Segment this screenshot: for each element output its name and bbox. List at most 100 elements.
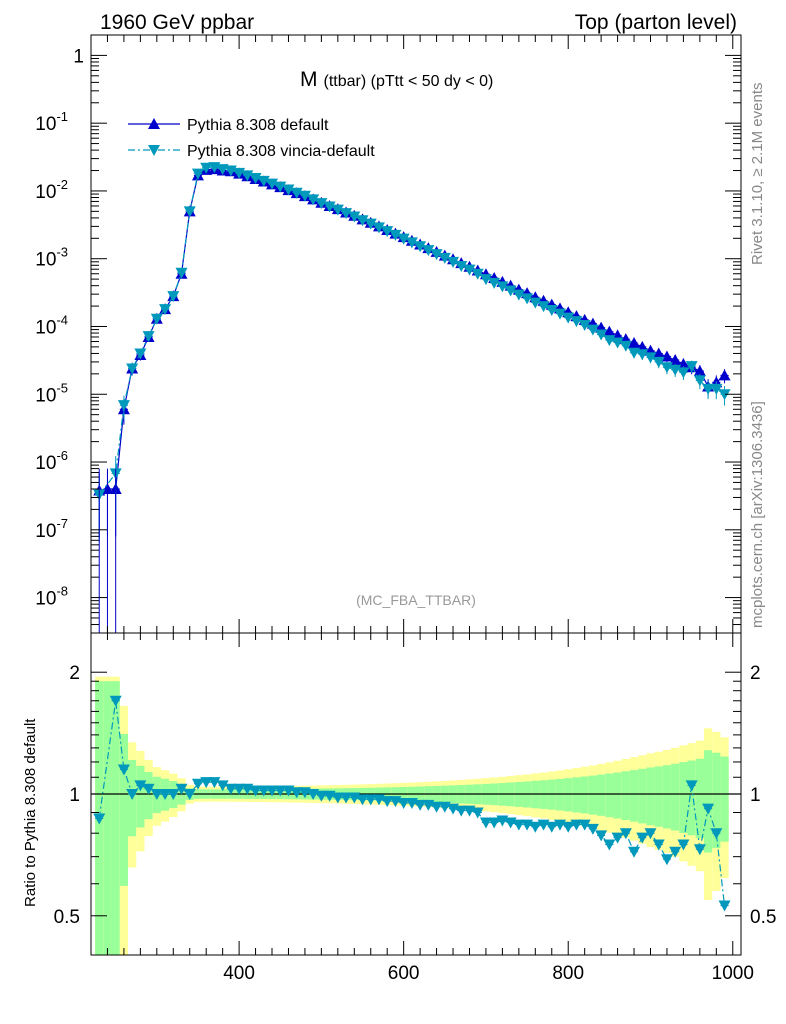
vincia-point [191, 168, 204, 180]
vincia-point [636, 349, 649, 361]
default-point [693, 365, 706, 377]
vincia-point [430, 249, 443, 261]
band-inner [119, 733, 129, 886]
default-point [652, 347, 665, 359]
ratio-vincia-point [117, 764, 130, 776]
band-inner [695, 758, 704, 839]
default-point [718, 369, 731, 381]
ratio-vincia-point [611, 832, 624, 844]
x-tick-label: 400 [223, 963, 255, 984]
vincia-point [274, 181, 287, 193]
ratio-vincia-point [669, 846, 682, 858]
band-inner [597, 774, 606, 816]
x-tick-label: 1000 [712, 963, 754, 984]
legend-marker-vincia [148, 145, 160, 156]
band-inner [646, 767, 655, 826]
ratio-frame [90, 632, 742, 956]
vincia-point [266, 178, 279, 190]
ratio-vincia-point [274, 785, 287, 797]
default-point [677, 357, 690, 369]
ratio-vincia-point [167, 789, 180, 800]
vincia-point [340, 208, 353, 220]
ratio-vincia-point [381, 796, 394, 808]
ratio-vincia-point [109, 695, 122, 707]
ratio-vincia-point [142, 783, 155, 795]
band-inner [671, 763, 680, 831]
plot-title: M (ttbar) (pTtt < 50 dy < 0) [300, 68, 493, 91]
vincia-point [447, 256, 460, 268]
ratio-vincia-point [249, 785, 262, 797]
ratio-vincia-point [200, 777, 213, 789]
legend-marker-default [148, 118, 160, 129]
ratio-vincia-point [619, 828, 632, 840]
y-tick-label: 10-8 [35, 584, 68, 610]
vincia-point [586, 324, 599, 336]
vincia-point [488, 277, 501, 289]
vincia-point [677, 367, 690, 379]
band-inner [95, 681, 104, 955]
ratio-ylabel: Ratio to Pythia 8.308 default [22, 718, 39, 907]
band-inner [564, 778, 573, 812]
band-inner [703, 750, 713, 853]
band-inner [605, 773, 614, 818]
vincia-point [545, 305, 558, 317]
ratio-y-tick-label-right: 2 [750, 663, 761, 684]
vincia-point [381, 226, 394, 238]
band-inner [103, 681, 112, 955]
ratio-vincia-point [340, 792, 353, 804]
band-inner [621, 771, 630, 821]
ratio-vincia-point [175, 783, 188, 795]
vincia-point [159, 304, 172, 316]
y-tick-label: 10-1 [35, 109, 68, 135]
vincia-point [463, 264, 476, 276]
vincia-point [504, 285, 517, 297]
vincia-point [290, 187, 303, 199]
band-inner [629, 770, 639, 822]
ratio-vincia-point [208, 777, 221, 789]
vincia-point [702, 383, 715, 395]
y-tick-label: 10-2 [35, 177, 68, 203]
band-inner [588, 775, 598, 815]
ratio-vincia-point [224, 783, 237, 795]
vincia-point [175, 267, 188, 279]
vincia-point [389, 229, 402, 241]
ratio-vincia-point [578, 819, 591, 831]
ratio-vincia-point [710, 828, 723, 840]
vincia-point [553, 308, 566, 320]
ratio-vincia-point [660, 854, 673, 866]
band-inner [555, 778, 565, 811]
band-inner [144, 771, 153, 820]
ratio-vincia-point [331, 792, 344, 804]
vincia-point [167, 291, 180, 303]
ratio-vincia-point [183, 789, 196, 800]
default-line [99, 168, 725, 492]
ratio-vincia-point [471, 807, 484, 819]
vincia-point [438, 252, 451, 264]
ratio-vincia-point [628, 846, 641, 858]
vincia-point [200, 162, 213, 174]
vincia-point [537, 301, 550, 313]
y-tick-label: 1 [73, 46, 84, 67]
ratio-vincia-point [644, 828, 657, 840]
vincia-point [249, 173, 262, 185]
vincia-point [414, 241, 427, 253]
vincia-point [298, 190, 311, 202]
vincia-point [150, 313, 163, 325]
vincia-point [644, 352, 657, 364]
ratio-vincia-point [570, 819, 583, 831]
band-inner [679, 762, 688, 834]
band-inner [687, 760, 696, 836]
vincia-point [455, 261, 468, 273]
main-plot-series [93, 162, 731, 633]
ratio-vincia-point [685, 780, 698, 792]
ratio-vincia-point [290, 787, 303, 799]
ratio-vincia-point [150, 789, 163, 800]
ratio-vincia-point [356, 794, 369, 806]
ratio-vincia-point [693, 844, 706, 856]
vincia-point [348, 211, 361, 223]
vincia-point [183, 206, 196, 218]
legend-label-vincia: Pythia 8.308 vincia-default [187, 143, 375, 160]
vincia-point [570, 316, 583, 328]
plot-title-detail: (ttbar) (pTtt < 50 dy < 0) [324, 73, 494, 90]
